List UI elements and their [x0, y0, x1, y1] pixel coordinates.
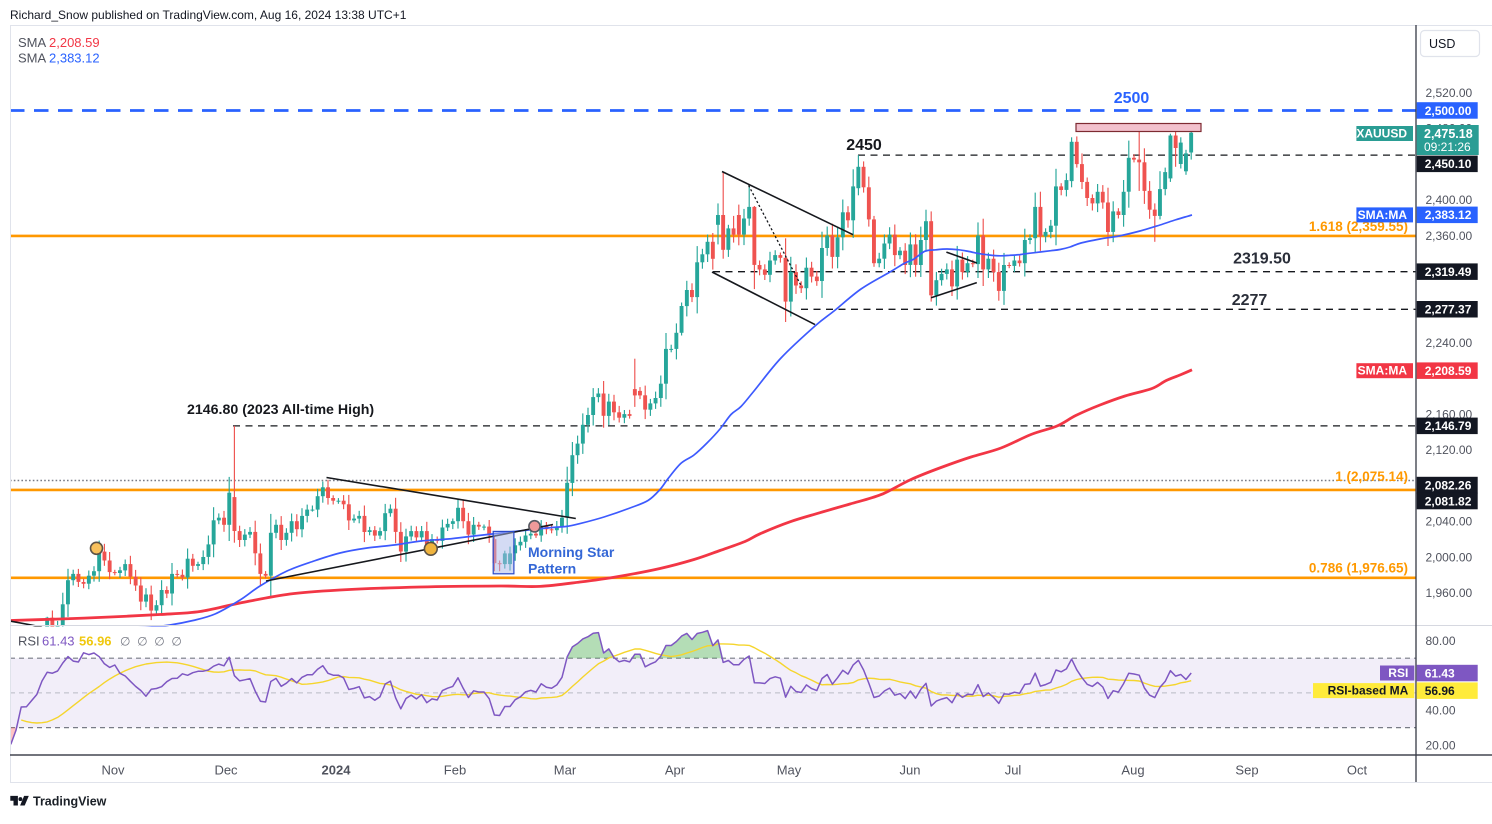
svg-text:Pattern: Pattern	[528, 561, 576, 577]
svg-text:2319.50: 2319.50	[1233, 251, 1291, 268]
svg-text:USD: USD	[1429, 37, 1455, 51]
svg-text:∅ ∅ ∅ ∅: ∅ ∅ ∅ ∅	[120, 635, 182, 649]
svg-text:Oct: Oct	[1347, 763, 1368, 778]
svg-text:SMA: SMA	[18, 35, 47, 50]
svg-text:Jul: Jul	[1005, 763, 1022, 778]
svg-text:2,475.18: 2,475.18	[1424, 127, 1473, 141]
svg-text:56.96: 56.96	[1425, 684, 1455, 698]
svg-text:Feb: Feb	[444, 763, 466, 778]
svg-text:1 (2,075.14): 1 (2,075.14)	[1335, 469, 1408, 484]
svg-text:Jun: Jun	[900, 763, 921, 778]
svg-text:2,081.82: 2,081.82	[1425, 494, 1472, 508]
svg-text:2,082.26: 2,082.26	[1425, 478, 1472, 492]
svg-text:2450: 2450	[846, 137, 882, 154]
svg-text:1,960.00: 1,960.00	[1426, 586, 1473, 600]
svg-text:2,208.59: 2,208.59	[1425, 364, 1472, 378]
svg-text:2,319.49: 2,319.49	[1425, 265, 1472, 279]
svg-text:2,383.12: 2,383.12	[49, 51, 100, 66]
svg-text:61.43: 61.43	[42, 634, 75, 649]
svg-text:40.00: 40.00	[1426, 704, 1456, 718]
svg-text:2,240.00: 2,240.00	[1426, 336, 1473, 350]
svg-text:2,146.79: 2,146.79	[1425, 419, 1472, 433]
svg-text:2,120.00: 2,120.00	[1426, 443, 1473, 457]
svg-text:2,360.00: 2,360.00	[1426, 229, 1473, 243]
svg-text:SMA:MA: SMA:MA	[1358, 208, 1408, 222]
svg-text:May: May	[777, 763, 802, 778]
svg-text:09:21:26: 09:21:26	[1424, 140, 1471, 154]
svg-text:0.786 (1,976.65): 0.786 (1,976.65)	[1309, 561, 1408, 576]
svg-text:2,000.00: 2,000.00	[1426, 550, 1473, 564]
svg-text:XAUUSD: XAUUSD	[1356, 127, 1407, 141]
svg-text:2,500.00: 2,500.00	[1425, 104, 1472, 118]
svg-text:56.96: 56.96	[79, 634, 112, 649]
svg-text:RSI: RSI	[1388, 666, 1408, 680]
svg-text:20.00: 20.00	[1426, 738, 1456, 752]
svg-text:Mar: Mar	[554, 763, 577, 778]
svg-text:2,450.10: 2,450.10	[1425, 157, 1472, 171]
svg-text:Morning Star: Morning Star	[528, 544, 615, 560]
svg-text:2,383.12: 2,383.12	[1425, 208, 1472, 222]
svg-text:Apr: Apr	[665, 763, 686, 778]
svg-text:2500: 2500	[1114, 90, 1150, 107]
svg-text:SMA:MA: SMA:MA	[1358, 364, 1408, 378]
svg-text:Aug: Aug	[1121, 763, 1144, 778]
svg-text:2277: 2277	[1232, 292, 1268, 309]
svg-text:2024: 2024	[322, 763, 352, 778]
svg-text:SMA: SMA	[18, 51, 47, 66]
svg-text:1.618 (2,359.55): 1.618 (2,359.55)	[1309, 219, 1408, 234]
svg-text:2,277.37: 2,277.37	[1425, 303, 1472, 317]
svg-text:TradingView: TradingView	[33, 795, 107, 809]
svg-text:RSI-based MA: RSI-based MA	[1328, 684, 1409, 698]
svg-text:Sep: Sep	[1235, 763, 1258, 778]
svg-text:2,520.00: 2,520.00	[1426, 86, 1473, 100]
svg-text:2,208.59: 2,208.59	[49, 35, 100, 50]
svg-text:80.00: 80.00	[1426, 634, 1456, 648]
svg-text:61.43: 61.43	[1425, 666, 1455, 680]
svg-text:Richard_Snow published on Trad: Richard_Snow published on TradingView.co…	[10, 8, 407, 22]
svg-text:RSI: RSI	[18, 634, 40, 649]
svg-text:Nov: Nov	[101, 763, 125, 778]
svg-text:2,040.00: 2,040.00	[1426, 515, 1473, 529]
svg-text:Dec: Dec	[214, 763, 238, 778]
svg-text:2146.80 (2023 All-time High): 2146.80 (2023 All-time High)	[187, 402, 374, 418]
svg-text:2,400.00: 2,400.00	[1426, 193, 1473, 207]
